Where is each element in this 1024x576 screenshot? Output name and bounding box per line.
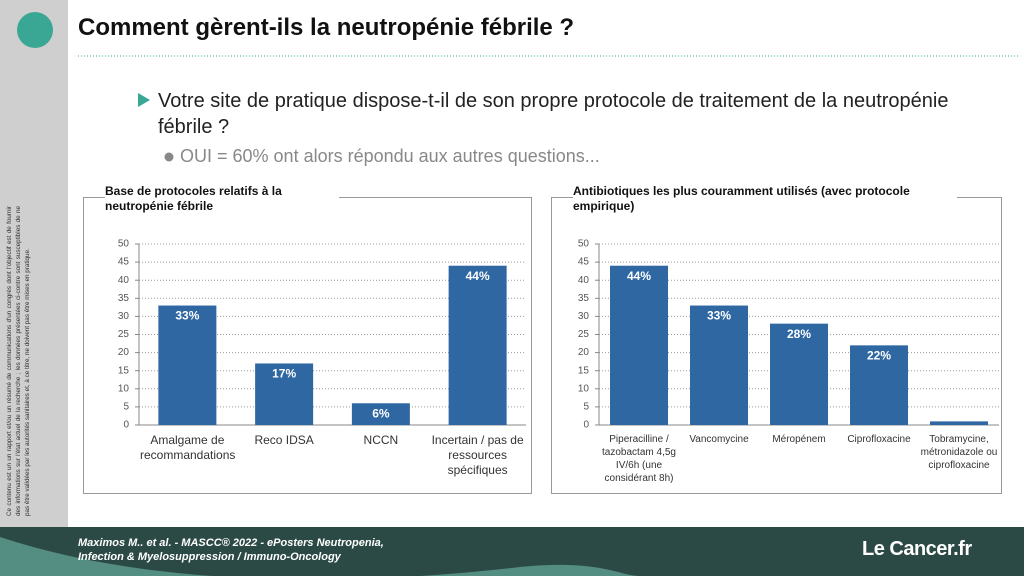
value-label: 33% (175, 309, 199, 323)
y-tick-label: 45 (578, 257, 590, 268)
bullet-arrow (138, 93, 150, 107)
y-tick-label: 5 (583, 402, 589, 413)
chart-box: 0 5 10 15 20 25 30 35 40 45 50 33% 17% 6% 44% Base de p… (83, 184, 532, 494)
y-tick-label: 30 (118, 311, 130, 322)
y-tick-label: 50 (578, 239, 590, 250)
disclaimer: Ce contenu est un un rapport et/ou un ré… (6, 206, 31, 516)
bullet-sub: OUI = 60% ont alors répondu aux autres q… (180, 146, 600, 166)
chart-title: Antibiotiques les plus couramment utilis… (573, 184, 957, 214)
y-tick-label: 40 (578, 275, 590, 286)
y-tick-label: 15 (118, 365, 130, 376)
y-tick-label: 50 (118, 239, 130, 250)
plot: 0 5 10 15 20 25 30 35 40 45 50 33% 17% 6% 44% (118, 239, 526, 431)
bar (850, 345, 908, 425)
x-tick-label: NCCN (363, 433, 399, 447)
x-tick-label: Ciprofloxacine (847, 434, 911, 445)
y-tick-label: 25 (578, 329, 590, 340)
bar (448, 265, 507, 425)
value-label: 28% (787, 327, 811, 341)
value-label: 6% (372, 406, 390, 420)
slide-title: Comment gèrent-ils la neutropénie fébril… (78, 14, 575, 41)
y-tick-label: 40 (118, 275, 130, 286)
bar (930, 421, 988, 425)
y-tick-label: 5 (123, 402, 129, 413)
x-tick-label: Méropénem (772, 434, 826, 445)
plot: 0 5 10 15 20 25 30 35 40 45 50 44% 33% 28% 22% 1% (578, 239, 999, 439)
value-label: 44% (627, 269, 651, 283)
value-label: 44% (466, 269, 490, 283)
bar (255, 363, 314, 425)
value-label: 33% (707, 309, 731, 323)
x-tick-label: Vancomycine (689, 434, 749, 445)
value-label: 17% (272, 367, 296, 381)
y-tick-label: 10 (578, 383, 590, 394)
y-tick-label: 0 (583, 420, 589, 431)
citation: Maximos M.. et al. - MASCC® 2022 - ePost… (78, 537, 384, 549)
x-tick-label: Reco IDSA (254, 433, 314, 447)
x-tick-label: Piperacilline / tazobactam 4,5g IV/6h (u… (602, 434, 676, 484)
y-tick-label: 45 (118, 257, 130, 268)
citation: Infection & Myelosuppression / Immuno-On… (78, 551, 341, 563)
bar (158, 305, 217, 425)
chart-title: Base de protocoles relatifs à la neutrop… (105, 184, 339, 214)
bar (610, 265, 668, 425)
y-tick-label: 10 (118, 383, 130, 394)
footer (0, 527, 1024, 576)
header-dot (17, 12, 53, 48)
header-graphics (17, 12, 1018, 57)
sidebar: Ce contenu est un un rapport et/ou un ré… (0, 0, 68, 527)
bar (770, 323, 828, 425)
y-tick-label: 35 (578, 293, 590, 304)
y-tick-label: 20 (118, 347, 130, 358)
y-tick-label: 0 (123, 420, 129, 431)
bullet-main: Votre site de pratique dispose-t-il de s… (158, 90, 949, 138)
y-tick-label: 25 (118, 329, 130, 340)
bar (690, 305, 748, 425)
x-tick-label: Tobramycine, métronidazole ou ciprofloxa… (920, 434, 998, 471)
bar (351, 403, 410, 425)
value-label: 22% (867, 349, 891, 363)
y-tick-label: 15 (578, 365, 590, 376)
x-tick-label: Incertain / pas de ressources spécifique… (431, 433, 524, 477)
bullet-dot (164, 152, 174, 162)
chart-box: 0 5 10 15 20 25 30 35 40 45 50 44% 33% 28% 22% 1% Antibi… (551, 184, 1002, 494)
y-tick-label: 35 (118, 293, 130, 304)
y-tick-label: 30 (578, 311, 590, 322)
x-tick-label: Amalgame de recommandations (140, 433, 236, 462)
logo: Le Cancer.fr (862, 538, 972, 560)
value-label: 1% (950, 425, 968, 439)
y-tick-label: 20 (578, 347, 590, 358)
